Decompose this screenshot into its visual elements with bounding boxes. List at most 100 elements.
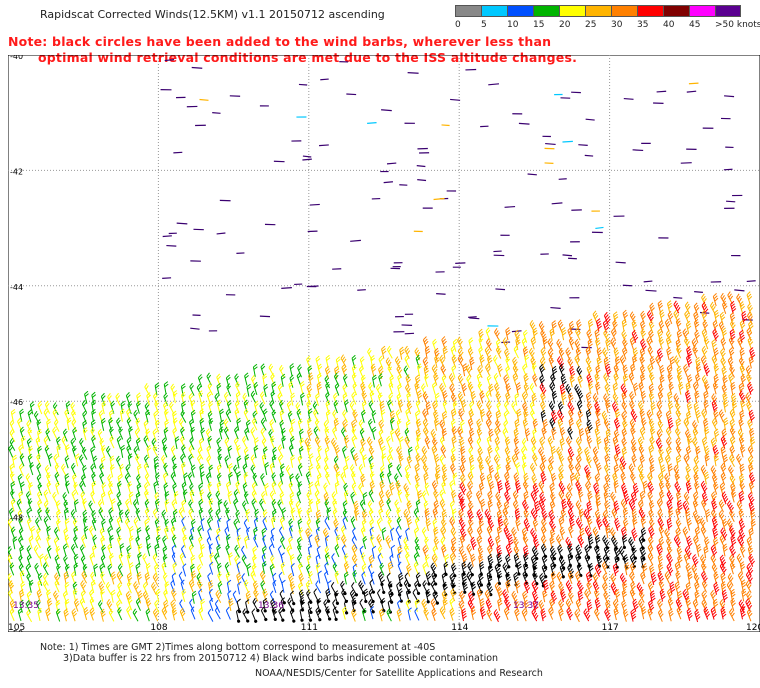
- wind-barb: [728, 336, 735, 350]
- map-title: Rapidscat Corrected Winds(12.5KM) v1.1 2…: [40, 8, 385, 21]
- wind-barb: [225, 606, 231, 620]
- wind-barb: [639, 426, 646, 440]
- wind-barb: [586, 599, 593, 613]
- wind-barb: [335, 356, 341, 370]
- wind-barb: [29, 401, 35, 415]
- wind-barb: [683, 363, 689, 377]
- calm-wind-dash: [488, 83, 500, 86]
- wind-barb: [485, 327, 491, 341]
- wind-barb: [558, 516, 565, 530]
- wind-barb: [9, 419, 15, 433]
- wind-barb: [421, 383, 427, 397]
- wind-barb: [43, 516, 49, 530]
- calm-wind-dash: [578, 144, 588, 146]
- wind-barb: [380, 409, 386, 423]
- wind-barb: [225, 571, 231, 585]
- wind-barb: [574, 354, 581, 368]
- wind-barb: [684, 310, 690, 324]
- wind-barb: [613, 372, 620, 386]
- time-label: 13:36: [258, 601, 284, 611]
- colorbar-label: 0: [455, 20, 461, 30]
- wind-barb: [551, 427, 557, 441]
- wind-barb: [261, 561, 267, 575]
- wind-barb: [353, 507, 360, 521]
- wind-barb: [397, 588, 403, 603]
- wind-barb: [610, 491, 616, 505]
- wind-barb: [253, 381, 259, 396]
- wind-barb: [523, 382, 530, 396]
- wind-barb: [657, 328, 663, 342]
- wind-barb: [289, 374, 295, 388]
- wind-barb: [234, 373, 240, 387]
- wind-barb: [179, 599, 185, 613]
- wind-barb: [91, 399, 97, 413]
- wind-barb: [33, 410, 40, 424]
- wind-barb: [225, 409, 232, 423]
- wind-barb: [514, 418, 520, 432]
- wind-barb: [693, 310, 699, 325]
- wind-barb: [116, 526, 121, 540]
- wind-barb: [120, 400, 126, 414]
- calm-wind-dash: [623, 97, 634, 100]
- calm-wind-dash: [585, 118, 595, 121]
- wind-barb: [612, 392, 619, 406]
- wind-barb: [523, 508, 530, 522]
- wind-barb: [334, 590, 339, 605]
- wind-barb: [25, 491, 31, 505]
- wind-barb: [332, 409, 338, 423]
- wind-barb: [181, 401, 186, 415]
- wind-barb: [101, 544, 106, 558]
- wind-barb: [388, 381, 394, 395]
- wind-barb: [667, 597, 674, 611]
- wind-barb: [243, 399, 249, 413]
- wind-barb: [172, 417, 178, 431]
- wind-barb: [217, 453, 223, 468]
- wind-barb: [297, 418, 303, 432]
- wind-barb: [461, 608, 467, 622]
- wind-barb: [722, 391, 728, 405]
- wind-barb: [178, 507, 185, 521]
- lon-label: 114: [451, 623, 468, 632]
- wind-barb: [169, 401, 175, 415]
- wind-barb: [253, 400, 259, 414]
- wind-barb: [351, 435, 357, 449]
- wind-barb: [512, 490, 519, 504]
- wind-barb: [325, 381, 330, 395]
- wind-barb: [649, 302, 655, 316]
- wind-barb: [214, 392, 220, 406]
- wind-barb: [363, 588, 369, 604]
- wind-barb: [587, 380, 594, 395]
- wind-barb: [100, 588, 106, 602]
- wind-barb: [368, 382, 374, 396]
- wind-barb: [163, 462, 169, 476]
- wind-barb: [37, 445, 43, 459]
- wind-barb: [513, 472, 520, 486]
- wind-barb: [561, 498, 568, 512]
- wind-barb: [658, 336, 665, 350]
- wind-barb: [488, 383, 494, 397]
- wind-barb: [746, 536, 753, 550]
- wind-barb: [19, 570, 25, 584]
- wind-barb: [523, 409, 529, 423]
- wind-barb: [190, 570, 197, 584]
- wind-barb: [317, 363, 323, 377]
- colorbar-swatch: [559, 5, 585, 17]
- wind-barb: [72, 427, 77, 441]
- wind-barb: [334, 444, 341, 459]
- wind-barb: [342, 373, 348, 388]
- wind-barb: [731, 392, 737, 407]
- wind-barb: [648, 455, 655, 469]
- wind-barb: [479, 561, 485, 576]
- wind-barb: [748, 320, 754, 334]
- wind-barb: [577, 390, 584, 404]
- wind-barb: [439, 354, 446, 368]
- wind-barb: [675, 570, 681, 584]
- wind-barb: [531, 580, 539, 594]
- wind-barb: [695, 363, 702, 377]
- wind-barb: [372, 374, 377, 388]
- calm-wind-dash: [176, 222, 188, 225]
- wind-barb: [547, 338, 554, 352]
- calm-wind-dash: [433, 197, 445, 201]
- wind-barb: [243, 472, 249, 486]
- wind-barb: [675, 597, 683, 611]
